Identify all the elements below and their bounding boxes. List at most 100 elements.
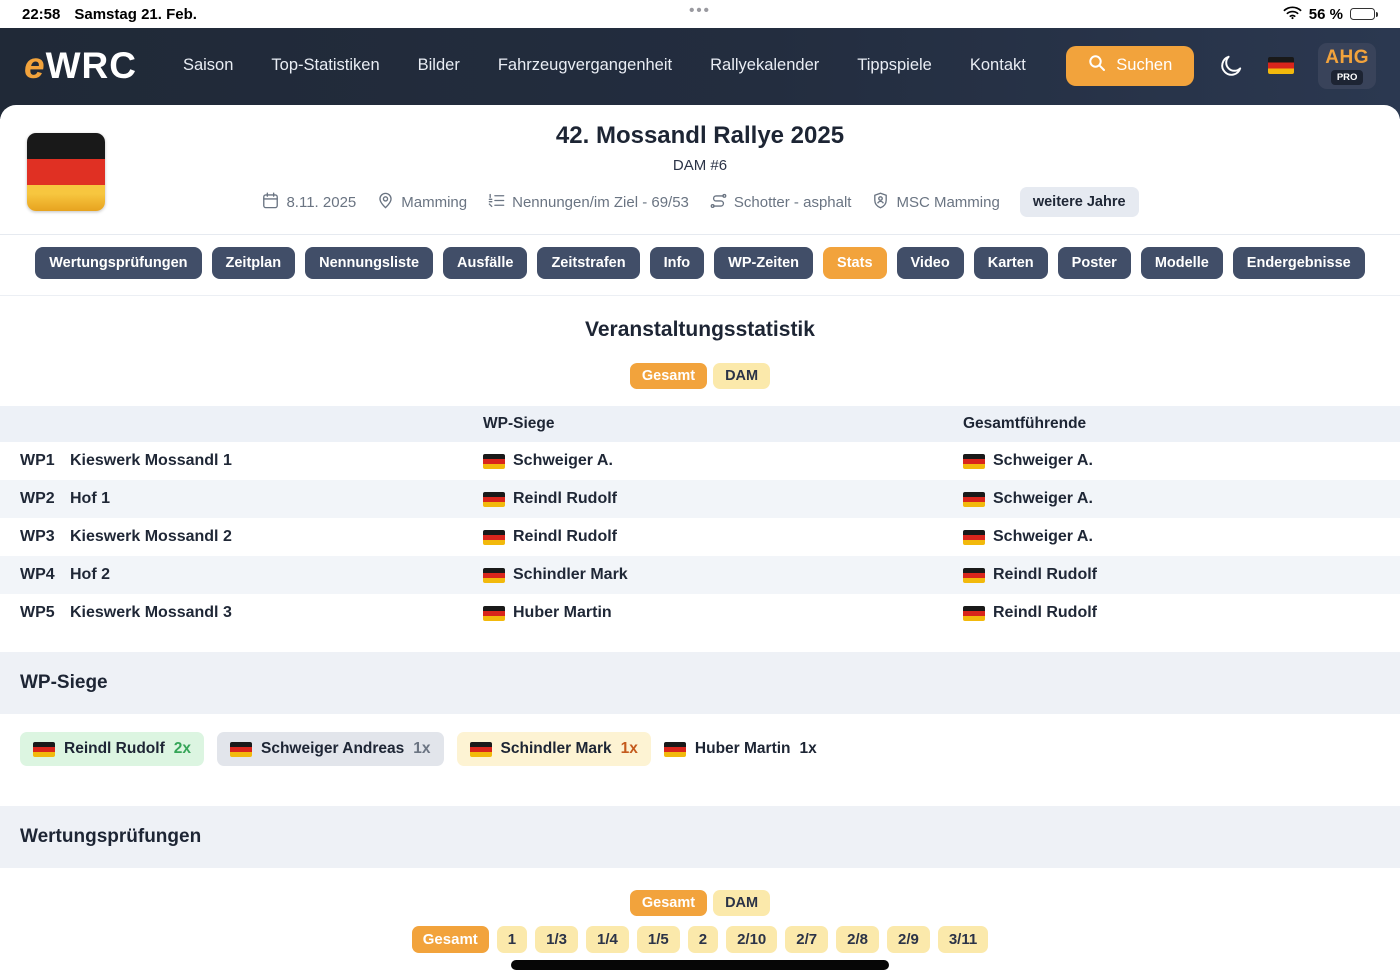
wp-number: WP3	[20, 528, 55, 545]
scope-toggle-button[interactable]: Gesamt	[629, 363, 708, 389]
wp-number: WP2	[20, 490, 55, 507]
page-content: 42. Mossandl Rallye 2025 DAM #6 8.11. 20…	[0, 105, 1400, 973]
event-tab[interactable]: Zeitplan	[211, 247, 296, 279]
driver-flag-de-icon	[483, 453, 505, 469]
wp-winner[interactable]: Reindl Rudolf	[483, 528, 963, 546]
route-icon	[709, 191, 728, 214]
win-count: 1x	[799, 740, 817, 757]
stage-filter-button[interactable]: 3/11	[937, 926, 989, 953]
wp-winner[interactable]: Reindl Rudolf	[483, 490, 963, 508]
event-tab[interactable]: Karten	[973, 247, 1048, 279]
calendar-icon	[261, 191, 280, 214]
search-button[interactable]: Suchen	[1066, 45, 1195, 86]
win-count: 2x	[173, 740, 191, 757]
table-row: WP2 Hof 1 Reindl Rudolf Schweiger A.	[0, 480, 1400, 518]
event-surface: Schotter - asphalt	[709, 191, 851, 214]
nav-link[interactable]: Top-Statistiken	[271, 56, 380, 74]
event-date: 8.11. 2025	[261, 191, 356, 214]
overall-leader[interactable]: Reindl Rudolf	[963, 604, 1400, 622]
account-pro-badge[interactable]: AHG PRO	[1318, 42, 1376, 89]
event-tab[interactable]: Zeitstrafen	[537, 247, 640, 279]
scope-toggle-button[interactable]: Gesamt	[629, 890, 708, 916]
stage-filter-button[interactable]: Gesamt	[411, 926, 489, 953]
stages-section-heading: Wertungsprüfungen	[0, 806, 1400, 868]
dark-mode-moon-icon[interactable]	[1218, 53, 1244, 79]
scope-toggle-button[interactable]: DAM	[713, 890, 771, 916]
win-count: 1x	[620, 740, 638, 757]
nav-link[interactable]: Bilder	[417, 56, 460, 74]
scope-toggle-button[interactable]: DAM	[713, 363, 771, 389]
wp-wins-section-heading: WP-Siege	[0, 652, 1400, 714]
event-header: 42. Mossandl Rallye 2025 DAM #6 8.11. 20…	[0, 105, 1400, 235]
stage-filter-button[interactable]: 1/3	[535, 926, 578, 953]
event-tab[interactable]: Poster	[1057, 247, 1131, 279]
nav-link[interactable]: Kontakt	[969, 56, 1026, 74]
stage-name[interactable]: Hof 1	[70, 490, 110, 507]
nav-link[interactable]: Rallyekalender	[710, 56, 820, 74]
stage-name[interactable]: Kieswerk Mossandl 2	[70, 528, 232, 545]
stats-scope-toggle: Gesamt DAM	[0, 363, 1400, 389]
stage-filter-button[interactable]: 2/8	[836, 926, 879, 953]
stage-filter-buttons: Gesamt 1 1/3 1/4 1/5 2 2/10 2/7 2/8 2/9 3/11	[0, 926, 1400, 953]
wp-winner[interactable]: Schweiger A.	[483, 452, 963, 470]
driver-flag-de-icon	[663, 741, 686, 757]
stage-filter-button[interactable]: 2/9	[886, 926, 930, 953]
table-header-row: WP-Siege Gesamtführende	[0, 406, 1400, 442]
event-series: DAM #6	[672, 157, 728, 174]
nav-link[interactable]: Saison	[182, 56, 234, 74]
driver-wins-chip[interactable]: Schindler Mark 1x	[456, 732, 651, 766]
driver-wins-chip[interactable]: Huber Martin 1x	[663, 732, 830, 766]
wp-number: WP4	[20, 566, 55, 583]
stage-name[interactable]: Kieswerk Mossandl 1	[70, 452, 232, 469]
stage-filter-button[interactable]: 2	[687, 926, 719, 953]
event-tabs: Wertungsprüfungen Zeitplan Nennungsliste Au…	[0, 235, 1400, 296]
wp-winner[interactable]: Schindler Mark	[483, 566, 963, 584]
event-tab[interactable]: Ausfälle	[443, 247, 528, 279]
nav-link[interactable]: Tippspiele	[857, 56, 932, 74]
wp-wins-chips: Reindl Rudolf 2x Schweiger Andreas 1x Sc…	[0, 714, 1400, 784]
stage-filter-button[interactable]: 1/4	[586, 926, 629, 953]
battery-icon	[1350, 8, 1378, 20]
numbered-list-icon	[487, 191, 506, 214]
stage-name[interactable]: Hof 2	[70, 566, 110, 583]
event-tab[interactable]: Nennungsliste	[305, 247, 434, 279]
status-bar: 22:58 Samstag 21. Feb. ••• 56 %	[0, 0, 1400, 28]
driver-flag-de-icon	[230, 741, 252, 757]
home-indicator-bar[interactable]	[511, 960, 889, 970]
event-tab[interactable]: Endergebnisse	[1232, 247, 1365, 279]
driver-flag-de-icon	[963, 529, 985, 545]
event-tab[interactable]: Wertungsprüfungen	[35, 247, 202, 279]
location-pin-icon	[376, 191, 395, 214]
overall-leader[interactable]: Schweiger A.	[963, 490, 1400, 508]
more-years-button[interactable]: weitere Jahre	[1019, 187, 1139, 217]
overall-leader[interactable]: Schweiger A.	[963, 452, 1400, 470]
driver-flag-de-icon	[483, 529, 505, 545]
overall-leader[interactable]: Schweiger A.	[963, 528, 1400, 546]
nav-link[interactable]: Fahrzeugvergangenheit	[497, 56, 673, 74]
event-title: 42. Mossandl Rallye 2025	[555, 122, 845, 149]
stage-filter-button[interactable]: 2/10	[726, 926, 778, 953]
driver-flag-de-icon	[963, 605, 985, 621]
event-tab[interactable]: Stats	[823, 247, 887, 279]
stage-filter-button[interactable]: 2/7	[785, 926, 829, 953]
driver-wins-chip[interactable]: Schweiger Andreas 1x	[217, 732, 444, 766]
nav-links: Saison Top-Statistiken Bilder Fahrzeugverga…	[183, 56, 1026, 75]
event-tab[interactable]: Info	[649, 247, 705, 279]
driver-wins-chip[interactable]: Reindl Rudolf 2x	[20, 732, 204, 766]
wp-winner[interactable]: Huber Martin	[483, 604, 963, 622]
language-flag-de-icon[interactable]	[1268, 57, 1295, 74]
event-tab[interactable]: Modelle	[1140, 247, 1223, 279]
event-tab[interactable]: WP-Zeiten	[714, 247, 814, 279]
battery-percent: 56 %	[1308, 5, 1343, 23]
stage-filter-button[interactable]: 1/5	[636, 926, 680, 953]
overall-leader[interactable]: Reindl Rudolf	[963, 566, 1400, 584]
stage-name[interactable]: Kieswerk Mossandl 3	[70, 604, 232, 621]
multitask-dots-icon[interactable]: •••	[689, 2, 711, 19]
ewrc-logo[interactable]: eWRC	[24, 45, 137, 86]
table-row: WP1 Kieswerk Mossandl 1 Schweiger A. Sch…	[0, 442, 1400, 480]
event-tab[interactable]: Video	[896, 247, 964, 279]
driver-flag-de-icon	[963, 491, 985, 507]
col-leader: Gesamtführende	[963, 415, 1087, 432]
stage-filter-button[interactable]: 1	[496, 926, 528, 953]
wp-number: WP1	[20, 452, 55, 469]
